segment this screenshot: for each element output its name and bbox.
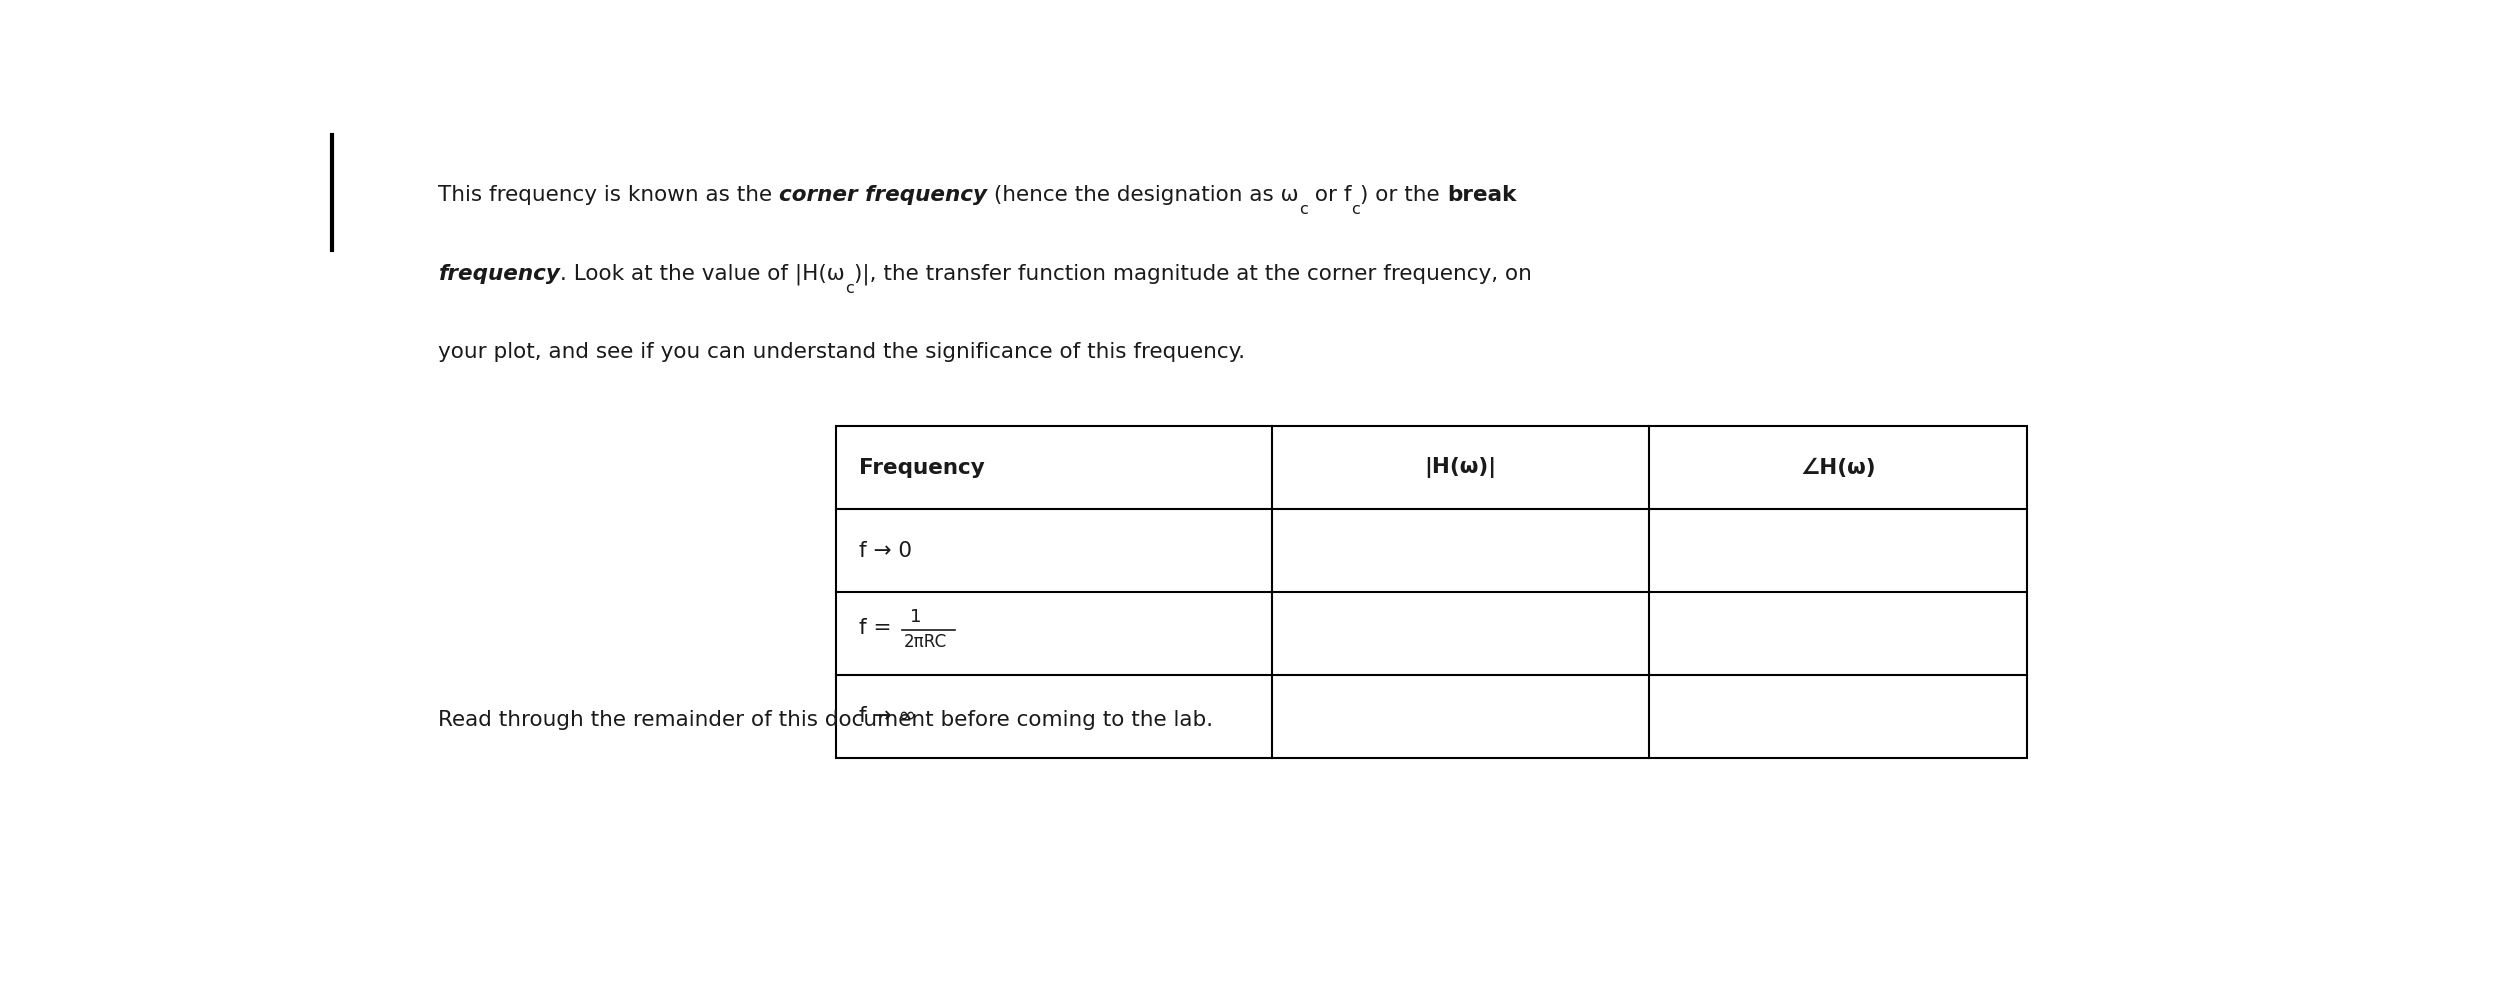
Text: 2πRC: 2πRC (905, 632, 948, 650)
Text: or f: or f (1308, 184, 1352, 205)
Text: Frequency: Frequency (860, 458, 985, 478)
Text: c: c (1300, 201, 1308, 216)
Text: break: break (1448, 184, 1515, 205)
Text: frequency: frequency (438, 264, 560, 284)
Text: ) or the: ) or the (1360, 184, 1447, 205)
Text: c: c (1352, 201, 1360, 216)
Text: corner frequency: corner frequency (780, 184, 988, 205)
Text: |H(ω)|: |H(ω)| (1425, 457, 1497, 478)
Text: ∠H(ω): ∠H(ω) (1800, 458, 1875, 478)
Text: . Look at the value of |H(ω: . Look at the value of |H(ω (560, 264, 845, 285)
Text: 1: 1 (910, 609, 922, 626)
Text: This frequency is known as the: This frequency is known as the (438, 184, 780, 205)
Text: f =: f = (860, 618, 897, 638)
Text: Read through the remainder of this document before coming to the lab.: Read through the remainder of this docum… (438, 710, 1212, 730)
Text: )|, the transfer function magnitude at the corner frequency, on: )|, the transfer function magnitude at t… (855, 264, 1532, 285)
Text: f → ∞: f → ∞ (860, 706, 915, 726)
Text: your plot, and see if you can understand the significance of this frequency.: your plot, and see if you can understand… (438, 342, 1245, 362)
Text: f → 0: f → 0 (860, 541, 912, 561)
Text: (hence the designation as ω: (hence the designation as ω (988, 184, 1300, 205)
Text: c: c (845, 281, 855, 296)
